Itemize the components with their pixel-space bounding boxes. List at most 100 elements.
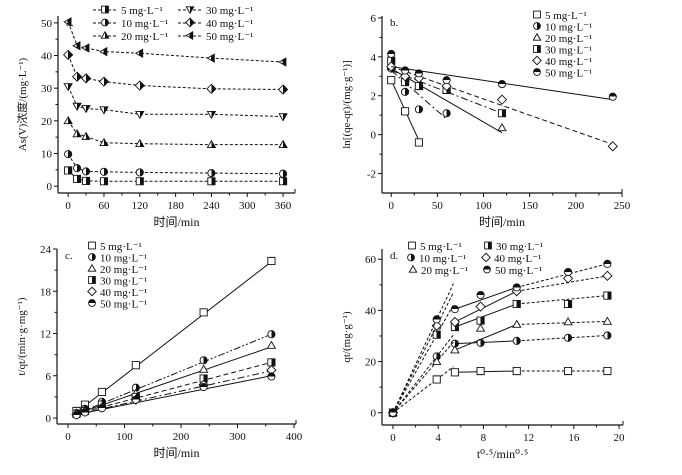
- data-point: [450, 368, 459, 377]
- legend-label: 20 mg·L⁻¹: [545, 33, 592, 45]
- data-point: [512, 299, 521, 309]
- data-point: [476, 290, 485, 300]
- series-3: [388, 291, 612, 417]
- series-5: [63, 17, 287, 67]
- data-point: [80, 408, 90, 417]
- legend-label: 30 mg·L⁻¹: [206, 5, 253, 17]
- data-point: [562, 273, 574, 284]
- stage1-fit-line: [392, 366, 454, 414]
- data-point: [72, 129, 82, 138]
- legend-label: 5 mg·L⁻¹: [545, 10, 587, 22]
- data-point: [206, 83, 217, 94]
- series-3: [63, 83, 288, 122]
- legend-marker: [533, 10, 541, 19]
- data-point: [432, 330, 441, 339]
- data-point: [564, 333, 573, 342]
- legend-label: 50 mg·L⁻¹: [100, 299, 147, 311]
- x-tick-label: 180: [167, 200, 184, 212]
- data-point: [206, 110, 217, 120]
- data-point: [82, 167, 91, 176]
- x-tick-label: 360: [275, 200, 292, 212]
- data-point: [512, 336, 521, 345]
- series-5: [72, 372, 276, 420]
- legend-label: 50 mg·L⁻¹: [206, 31, 253, 43]
- y-tick-label: 50: [41, 18, 53, 30]
- legend-marker: [533, 22, 541, 30]
- data-point: [608, 92, 617, 101]
- y-axis-label: qt/(mg·g⁻¹): [341, 311, 353, 363]
- legend-label: 30 mg·L⁻¹: [496, 241, 543, 253]
- fit-line: [390, 70, 447, 120]
- stage2-fit-line: [454, 290, 517, 323]
- panel-label: d.: [390, 250, 399, 262]
- data-point: [207, 169, 216, 178]
- data-point: [432, 375, 441, 384]
- data-point: [206, 53, 215, 63]
- y-axis-label: ln[(qe-qt)/(mg·g⁻¹)]: [341, 60, 353, 149]
- data-point: [199, 382, 208, 392]
- stage1-fit-line: [392, 334, 454, 414]
- x-tick-label: 0: [390, 432, 396, 444]
- stage2-fit-line: [454, 340, 517, 345]
- data-point: [497, 109, 507, 118]
- y-tick-label: 24: [40, 244, 52, 256]
- data-point: [81, 43, 90, 53]
- y-tick-label: 40: [41, 51, 53, 63]
- data-point: [401, 87, 410, 96]
- data-point: [512, 319, 522, 328]
- stage3-fit-line: [516, 275, 608, 292]
- y-tick-label: 40: [365, 305, 377, 317]
- data-point: [431, 320, 442, 331]
- y-tick-label: 0: [47, 181, 53, 193]
- legend: 5 mg·L⁻¹10 mg·L⁻¹20 mg·L⁻¹30 mg·L⁻¹40 mg…: [532, 10, 592, 80]
- legend-label: 10 mg·L⁻¹: [121, 18, 168, 30]
- legend-label: 20 mg·L⁻¹: [100, 264, 147, 276]
- data-point: [401, 66, 410, 75]
- data-point: [387, 49, 396, 58]
- data-point: [388, 408, 398, 417]
- legend-label: 50 mg·L⁻¹: [495, 265, 542, 277]
- y-tick-label: 0: [46, 413, 52, 425]
- data-point: [267, 330, 276, 339]
- data-point: [450, 305, 459, 314]
- legend-label: 5 mg·L⁻¹: [420, 241, 462, 253]
- series-2: [63, 115, 288, 148]
- data-point: [431, 356, 442, 365]
- x-tick-label: 200: [173, 431, 190, 443]
- legend-label: 40 mg·L⁻¹: [494, 253, 541, 265]
- data-point: [206, 139, 217, 148]
- legend-marker: [408, 241, 416, 250]
- y-axis-label: As(V)浓度/(mg·L⁻¹): [15, 57, 29, 151]
- x-axis-label: t⁰·⁵/min⁰·⁵: [477, 447, 528, 461]
- data-point: [564, 267, 573, 277]
- data-point: [134, 48, 144, 58]
- legend-label: 50 mg·L⁻¹: [545, 68, 592, 80]
- data-point: [414, 138, 423, 147]
- x-tick-label: 50: [432, 200, 444, 212]
- data-point: [279, 177, 288, 186]
- legend-marker: [87, 263, 97, 272]
- legend-marker: [532, 55, 542, 66]
- fit-line: [391, 66, 613, 145]
- fit-line: [76, 361, 272, 415]
- data-point: [602, 270, 613, 281]
- data-point: [442, 109, 451, 118]
- chart-panel-c: 0 100 200 300 400 0 6 12 18 24 时间/min t/qt/(min·g·m…: [16, 241, 303, 460]
- series-5: [387, 49, 617, 101]
- legend: 5 mg·L⁻¹10 mg·L⁻¹20 mg·L⁻¹30 mg·L⁻¹40 mg…: [93, 5, 253, 43]
- stage3-fit-line: [516, 334, 608, 342]
- x-tick-label: 250: [614, 200, 631, 212]
- data-point: [475, 323, 486, 332]
- legend-marker: [481, 252, 491, 263]
- legend-label: 20 mg·L⁻¹: [121, 31, 168, 43]
- data-point: [267, 372, 276, 381]
- data-point: [414, 105, 423, 114]
- x-tick-label: 20: [614, 432, 626, 444]
- y-tick-label: -2: [367, 169, 376, 181]
- data-point: [278, 139, 288, 148]
- legend-label: 10 mg·L⁻¹: [100, 253, 147, 265]
- y-tick-label: 6: [371, 13, 377, 25]
- data-point: [497, 122, 507, 132]
- legend-label: 20 mg·L⁻¹: [421, 265, 468, 277]
- series-2: [388, 316, 613, 417]
